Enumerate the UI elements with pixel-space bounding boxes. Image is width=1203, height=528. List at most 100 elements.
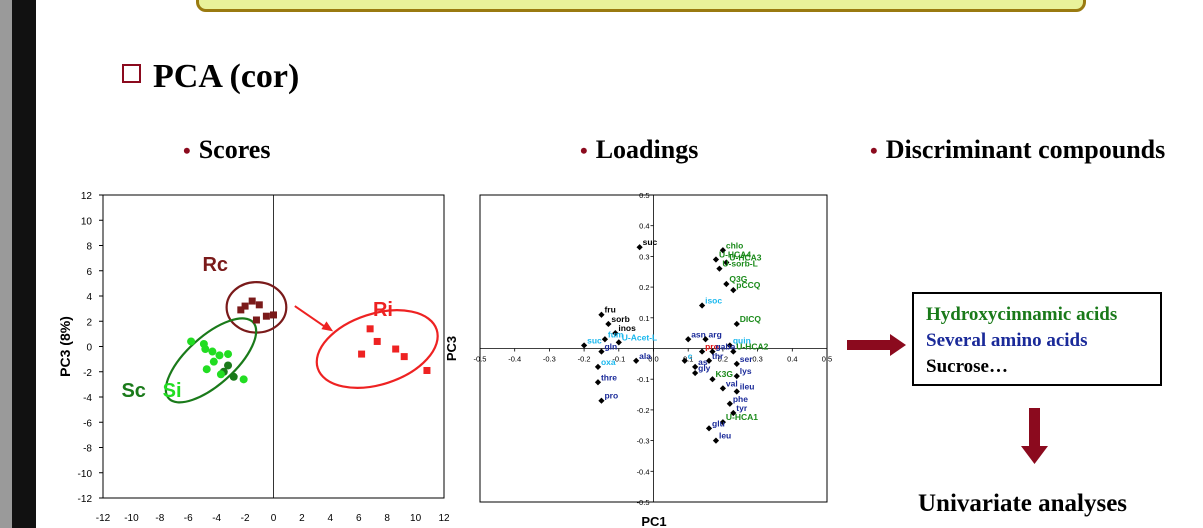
loadings-point-label: quin xyxy=(733,335,751,345)
scores-y-tick-label: 12 xyxy=(81,191,93,202)
scores-point-si xyxy=(239,375,248,384)
scores-point-si xyxy=(187,337,196,346)
loadings-x-tick-label: -0.4 xyxy=(508,355,521,364)
loadings-point-label: U-HCA3 xyxy=(729,253,761,263)
loadings-point-label: oxa xyxy=(601,357,616,367)
discriminant-item-sucrose: Sucrose… xyxy=(926,356,1008,377)
loadings-heading-text: Loadings xyxy=(595,135,699,164)
loadings-point-label: val xyxy=(726,378,738,388)
down-arrow-icon xyxy=(1021,408,1048,464)
slide-title: PCA (cor) xyxy=(122,58,299,96)
loadings-y-tick-label: 0.2 xyxy=(639,283,649,292)
scores-point-ri xyxy=(358,350,366,358)
loadings-x-tick-label: 0.1 xyxy=(683,355,693,364)
scores-x-tick-label: -4 xyxy=(212,513,221,524)
loadings-y-tick-label: -0.3 xyxy=(637,437,650,446)
loadings-point-label: ileu xyxy=(740,381,755,391)
loadings-x-tick-label: 0.2 xyxy=(718,355,728,364)
scores-arrow-head-icon xyxy=(321,321,334,332)
loadings-point-label: isoc xyxy=(705,296,722,306)
loadings-point-label: suc xyxy=(587,335,602,345)
square-bullet-icon xyxy=(122,64,141,83)
scores-arrow-line xyxy=(294,305,328,330)
loadings-point-label: sorb xyxy=(611,314,629,324)
loadings-point-label: suc xyxy=(643,237,658,247)
scores-point-ri xyxy=(373,337,381,345)
scores-x-tick-label: -8 xyxy=(155,513,164,524)
scores-group-label-rc: Rc xyxy=(202,254,228,276)
loadings-y-tick-label: 0.1 xyxy=(639,314,649,323)
loadings-point-label: gln xyxy=(604,342,617,352)
loadings-point-label: thre xyxy=(601,372,617,382)
scores-point-sc xyxy=(224,361,233,370)
loadings-x-tick-label: 0.3 xyxy=(752,355,762,364)
scores-group-label-si: Si xyxy=(163,380,182,402)
scores-heading-text: Scores xyxy=(198,135,271,164)
loadings-point-label: lys xyxy=(740,366,752,376)
loadings-point-label: U-Acet-L xyxy=(622,332,657,342)
loadings-point-label: U-HCA4 xyxy=(719,249,751,259)
scores-x-tick-label: 12 xyxy=(438,513,450,524)
scores-point-ri xyxy=(423,366,431,374)
scores-y-tick-label: 4 xyxy=(86,292,92,303)
loadings-x-tick-label: 0.5 xyxy=(822,355,832,364)
loadings-x-tick-label: -0.3 xyxy=(543,355,556,364)
loadings-point xyxy=(615,339,622,346)
scores-y-axis-label: PC3 (8%) xyxy=(57,316,73,377)
loadings-x-tick-label: -0.2 xyxy=(578,355,591,364)
scores-x-tick-label: 6 xyxy=(356,513,362,524)
scores-point-si xyxy=(202,365,211,374)
scores-point-rc xyxy=(248,297,256,305)
bullet-dot-icon: • xyxy=(870,138,878,163)
scores-x-tick-label: 0 xyxy=(271,513,277,524)
scores-x-tick-label: -6 xyxy=(184,513,193,524)
scores-y-tick-label: -12 xyxy=(78,494,93,505)
loadings-point-label: ala xyxy=(639,351,651,361)
loadings-point-label: fum xyxy=(608,329,624,339)
loadings-point-label: tyr xyxy=(736,403,748,413)
scores-point-rc xyxy=(255,301,263,309)
loadings-point-label: U-HCA2 xyxy=(736,342,768,352)
loadings-point-label: as xyxy=(698,357,708,367)
scores-point-si xyxy=(209,357,218,366)
loadings-y-tick-label: -0.5 xyxy=(637,498,650,507)
scores-y-tick-label: -4 xyxy=(83,393,92,404)
scores-x-tick-label: 2 xyxy=(299,513,305,524)
loadings-point-label: gaba xyxy=(715,342,735,352)
loadings-point-label: glu xyxy=(712,418,725,428)
discriminant-item-amino: Several amino acids xyxy=(926,330,1088,351)
loadings-point-label: pro xyxy=(705,342,719,352)
scores-point-rc xyxy=(262,312,270,320)
bullet-dot-icon: • xyxy=(580,138,588,163)
scores-x-tick-label: 8 xyxy=(384,513,390,524)
discriminant-heading-text: Discriminant compounds xyxy=(885,135,1166,164)
loadings-y-tick-label: -0.4 xyxy=(637,467,650,476)
loadings-point xyxy=(726,342,733,349)
loadings-point-label: DICQ xyxy=(740,314,762,324)
scores-x-tick-label: -12 xyxy=(96,513,111,524)
scores-point-ri xyxy=(400,353,408,361)
loadings-point xyxy=(580,342,588,349)
top-banner-box xyxy=(196,0,1086,12)
loadings-point-label: pCCQ xyxy=(736,280,760,290)
loadings-point-label: leu xyxy=(719,431,731,441)
scores-y-tick-label: -8 xyxy=(83,444,92,455)
loadings-point-label: U-HCA1 xyxy=(726,412,758,422)
loadings-point-label: chlo xyxy=(726,240,743,250)
scores-y-tick-label: 6 xyxy=(86,267,92,278)
loadings-x-tick-label: 0.0 xyxy=(648,355,658,364)
loadings-y-tick-label: -0.2 xyxy=(637,406,650,415)
scores-y-tick-label: 10 xyxy=(81,216,93,227)
loadings-x-tick-label: -0.5 xyxy=(474,355,487,364)
scores-point-ri xyxy=(366,325,374,333)
loadings-point xyxy=(594,379,602,386)
loadings-point-label: asn xyxy=(691,329,706,339)
right-arrow-icon xyxy=(847,334,906,356)
loadings-heading: • Loadings xyxy=(580,135,698,165)
loadings-x-axis-label: PC1 xyxy=(641,514,666,528)
loadings-point-label: gly xyxy=(698,363,711,373)
loadings-point xyxy=(719,419,727,426)
loadings-point-label: ser xyxy=(740,354,753,364)
loadings-y-axis-label: PC3 xyxy=(444,336,459,361)
